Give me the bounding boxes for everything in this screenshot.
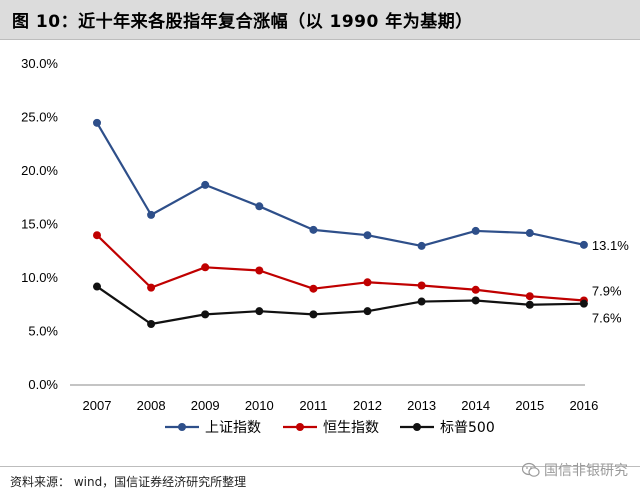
data-point xyxy=(525,229,534,238)
legend-item: 标普500 xyxy=(400,420,495,436)
data-point xyxy=(255,307,264,316)
data-point xyxy=(417,241,426,250)
watermark-text: 国信非银研究 xyxy=(544,463,628,479)
x-axis: 2007 2008 2009 2010 2011 2012 2013 2014 2015 2016 xyxy=(83,398,599,413)
x-tick-label: 2011 xyxy=(299,398,327,413)
data-point xyxy=(255,202,264,211)
x-tick-label: 2008 xyxy=(137,398,166,413)
data-point xyxy=(309,225,318,234)
legend-label: 标普500 xyxy=(440,420,495,436)
data-point xyxy=(417,281,426,290)
x-tick-label: 2009 xyxy=(191,398,220,413)
series-2 xyxy=(93,231,588,305)
data-point xyxy=(579,299,588,308)
watermark: 国信非银研究 xyxy=(522,460,628,480)
data-point xyxy=(201,180,210,189)
y-axis: 0.0% 5.0% 10.0% 15.0% 20.0% 25.0% 30.0% xyxy=(21,56,58,392)
data-point xyxy=(93,231,101,240)
data-point xyxy=(93,118,101,127)
data-point xyxy=(471,296,480,305)
legend: 上证指数 恒生指数 标普500 xyxy=(165,420,495,436)
end-value-label: 7.6% xyxy=(592,311,622,326)
source-note: 资料来源： wind，国信证券经济研究所整理 xyxy=(10,475,247,489)
x-tick-label: 2016 xyxy=(569,398,598,413)
legend-swatch-marker xyxy=(178,423,186,431)
wechat-icon xyxy=(522,462,540,477)
y-tick-label: 0.0% xyxy=(28,377,58,392)
series-1 xyxy=(93,118,588,250)
legend-label: 上证指数 xyxy=(205,420,261,436)
data-point xyxy=(309,284,318,293)
data-point xyxy=(579,240,588,249)
data-point xyxy=(363,231,372,240)
legend-item: 上证指数 xyxy=(165,420,261,436)
x-tick-label: 2007 xyxy=(83,398,112,413)
y-tick-label: 30.0% xyxy=(21,56,58,71)
footer-divider xyxy=(0,466,640,467)
legend-swatch-marker xyxy=(413,423,421,431)
series-line xyxy=(96,234,584,302)
x-tick-label: 2013 xyxy=(407,398,436,413)
end-value-label: 13.1% xyxy=(592,238,629,253)
data-point xyxy=(147,320,156,329)
data-point xyxy=(363,307,372,316)
x-tick-label: 2012 xyxy=(353,398,382,413)
series-3 xyxy=(93,282,588,329)
x-tick-label: 2010 xyxy=(245,398,274,413)
end-value-label: 7.9% xyxy=(592,283,622,298)
data-point xyxy=(201,263,210,272)
line-chart: 0.0%5.0%10.0%15.0%20.0%25.0%30.0% 2007 20… xyxy=(21,56,629,436)
y-tick-label: 5.0% xyxy=(28,324,58,339)
end-labels: 13.1% 7.9% 7.6% xyxy=(592,238,629,326)
data-point xyxy=(147,210,156,219)
x-tick-label: 2015 xyxy=(515,398,544,413)
x-tick-label: 2014 xyxy=(461,398,490,413)
legend-label: 恒生指数 xyxy=(323,420,379,436)
data-point xyxy=(363,278,372,287)
y-tick-label: 10.0% xyxy=(21,270,58,285)
y-tick-label: 25.0% xyxy=(21,110,58,125)
series-layer xyxy=(93,118,588,329)
figure-title: 图 10：近十年来各股指年复合涨幅（以 1990 年为基期） xyxy=(0,0,640,40)
data-point xyxy=(147,283,156,292)
legend-item: 恒生指数 xyxy=(283,420,379,436)
y-tick-label: 20.0% xyxy=(21,163,58,178)
data-point xyxy=(525,292,534,301)
data-point xyxy=(471,226,480,235)
data-point xyxy=(471,285,480,294)
data-point xyxy=(525,300,534,309)
series-line xyxy=(96,122,585,247)
series-line xyxy=(96,285,584,326)
legend-swatch-marker xyxy=(296,423,304,431)
data-point xyxy=(255,266,264,275)
data-point xyxy=(417,297,426,306)
data-point xyxy=(309,310,318,319)
data-point xyxy=(201,310,210,319)
y-tick-label: 15.0% xyxy=(21,217,58,232)
data-point xyxy=(93,282,101,291)
